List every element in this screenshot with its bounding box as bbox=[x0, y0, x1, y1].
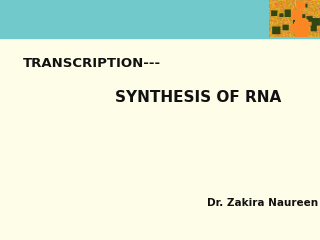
Text: TRANSCRIPTION---: TRANSCRIPTION--- bbox=[22, 57, 161, 70]
Bar bbox=[0, 0, 320, 38]
Text: SYNTHESIS OF RNA: SYNTHESIS OF RNA bbox=[115, 90, 282, 105]
Text: Dr. Zakira Naureen: Dr. Zakira Naureen bbox=[207, 198, 318, 208]
